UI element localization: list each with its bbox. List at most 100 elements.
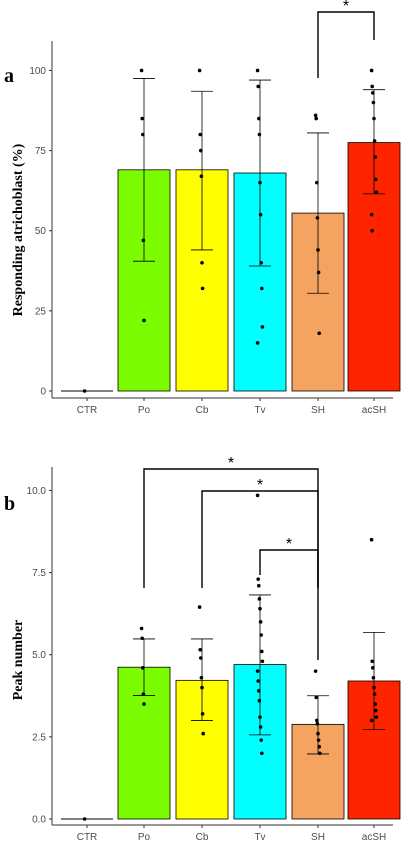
data-point bbox=[317, 331, 322, 336]
data-point bbox=[372, 692, 377, 696]
data-point bbox=[370, 84, 375, 89]
data-point bbox=[258, 725, 263, 729]
data-point bbox=[199, 148, 203, 153]
data-point bbox=[200, 712, 205, 716]
x-tick-label: acSH bbox=[362, 405, 386, 416]
significance-bracket bbox=[201, 490, 319, 588]
data-point bbox=[201, 731, 205, 736]
data-point bbox=[313, 113, 318, 118]
x-tick-label: SH bbox=[311, 832, 325, 843]
data-point bbox=[316, 248, 320, 252]
data-point bbox=[371, 91, 375, 95]
data-point bbox=[82, 389, 87, 393]
data-point bbox=[199, 174, 204, 179]
data-point bbox=[374, 190, 379, 195]
data-point bbox=[200, 286, 205, 291]
panel-b-bar-chart: b Peak number 0.0 2.5 5.0 7.5 10.0 CTR Po Cb Tv S… bbox=[4, 455, 401, 843]
data-point bbox=[257, 116, 261, 121]
data-point bbox=[258, 620, 263, 624]
significance-star: * bbox=[286, 536, 292, 553]
data-point bbox=[371, 675, 376, 680]
data-point bbox=[198, 132, 202, 137]
x-tick-label: SH bbox=[311, 405, 325, 416]
data-point bbox=[371, 666, 375, 670]
data-point bbox=[256, 577, 261, 581]
panel-a-letter: a bbox=[4, 65, 14, 87]
data-point bbox=[200, 260, 204, 265]
data-point bbox=[259, 738, 264, 742]
data-point bbox=[256, 84, 261, 89]
panel-a-bar-chart: a Responding atrichoblast (%) 0 25 50 75 100… bbox=[4, 0, 401, 416]
data-point bbox=[318, 751, 322, 756]
x-tick-label: CTR bbox=[77, 405, 98, 416]
data-point bbox=[257, 689, 261, 693]
data-point bbox=[140, 636, 144, 641]
data-point bbox=[371, 100, 376, 105]
data-point bbox=[255, 493, 260, 498]
data-point bbox=[200, 685, 204, 690]
significance-star: * bbox=[257, 477, 263, 494]
data-point bbox=[370, 659, 375, 664]
x-tick-label: Cb bbox=[196, 832, 209, 843]
data-point bbox=[260, 659, 265, 664]
y-tick-label: 50 bbox=[35, 226, 47, 237]
data-point bbox=[314, 695, 319, 700]
data-point bbox=[260, 325, 265, 329]
data-point bbox=[258, 715, 262, 719]
data-point bbox=[258, 606, 262, 611]
data-point bbox=[316, 731, 320, 736]
x-tick-label: Po bbox=[138, 405, 151, 416]
panel-a-plot-area: 0 25 50 75 100 CTR Po Cb Tv SH acSH * bbox=[29, 0, 401, 416]
data-point bbox=[314, 116, 319, 121]
x-tick-label: Cb bbox=[196, 405, 209, 416]
data-point bbox=[255, 669, 260, 673]
data-point bbox=[374, 708, 378, 713]
y-tick-label: 2.5 bbox=[32, 732, 46, 743]
data-point bbox=[141, 692, 146, 696]
data-point bbox=[372, 116, 376, 121]
data-point bbox=[199, 675, 204, 680]
data-point bbox=[139, 626, 144, 631]
data-point bbox=[139, 68, 144, 73]
data-point bbox=[316, 738, 321, 742]
data-point bbox=[369, 718, 374, 723]
y-tick-label: 0 bbox=[40, 387, 46, 398]
y-tick-label: 7.5 bbox=[32, 568, 46, 579]
significance-star: * bbox=[228, 455, 234, 472]
data-point bbox=[259, 260, 264, 265]
data-point bbox=[315, 180, 319, 185]
panel-b-plot-area: 0.0 2.5 5.0 7.5 10.0 CTR Po Cb Tv SH acSH * * * bbox=[27, 455, 401, 843]
data-point bbox=[260, 751, 264, 756]
y-tick-label: 0.0 bbox=[32, 815, 46, 826]
y-tick-label: 25 bbox=[35, 306, 47, 317]
data-point bbox=[373, 702, 378, 706]
significance-star: * bbox=[343, 0, 349, 15]
panel-b-letter: b bbox=[4, 493, 15, 515]
data-point bbox=[198, 647, 202, 652]
data-point bbox=[369, 68, 374, 73]
data-point bbox=[141, 666, 145, 670]
data-point bbox=[142, 702, 146, 706]
data-point bbox=[258, 180, 262, 185]
data-point bbox=[199, 656, 203, 660]
data-point bbox=[372, 685, 376, 690]
data-point bbox=[257, 698, 262, 703]
data-point bbox=[374, 715, 379, 719]
data-point bbox=[313, 669, 318, 673]
y-tick-label: 10.0 bbox=[27, 486, 47, 497]
data-point bbox=[374, 177, 378, 182]
x-tick-label: Po bbox=[138, 832, 151, 843]
data-point bbox=[256, 679, 261, 683]
data-point bbox=[255, 341, 260, 345]
y-tick-label: 100 bbox=[29, 66, 46, 77]
data-point bbox=[255, 68, 260, 73]
data-point bbox=[197, 605, 202, 609]
x-tick-label: CTR bbox=[77, 832, 98, 843]
data-point bbox=[373, 155, 378, 159]
panel-b-y-axis-title: Peak number bbox=[11, 620, 26, 701]
data-point bbox=[317, 744, 322, 749]
data-point bbox=[370, 228, 375, 233]
significance-bracket bbox=[259, 549, 319, 660]
data-point bbox=[315, 721, 320, 726]
